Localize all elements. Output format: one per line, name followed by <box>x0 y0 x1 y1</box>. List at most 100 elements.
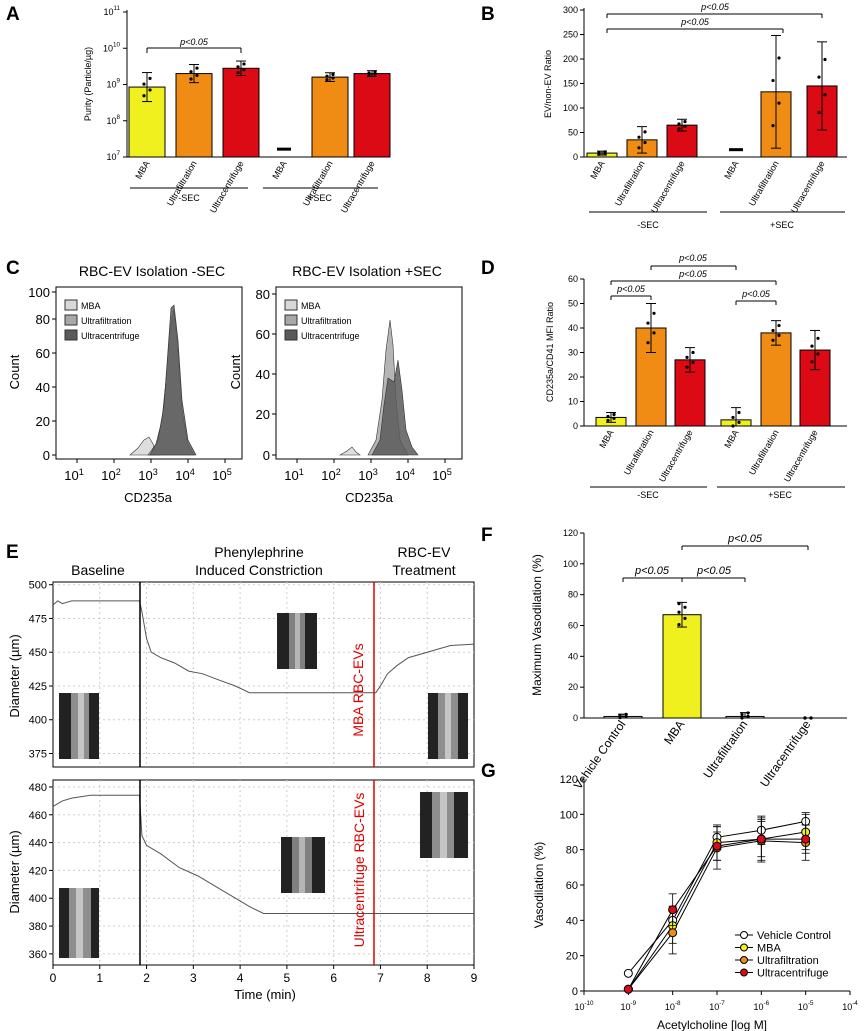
panel-b-group-minus: -SEC <box>637 220 659 230</box>
panel-e-phase-pe-2: Induced Constriction <box>195 562 323 578</box>
panel-e-ylabel-bottom: Diameter (µm) <box>7 830 22 913</box>
pC2-ytick: 60 <box>256 327 270 342</box>
pF-ytick: 60 <box>568 621 578 631</box>
pF-point <box>740 712 744 717</box>
pF-point <box>677 610 681 614</box>
pA-point <box>148 88 152 92</box>
pB-bar-missing <box>729 148 743 152</box>
pB-point <box>643 130 647 134</box>
pG-xtick: 10-9 <box>621 1000 637 1012</box>
pA-bar <box>222 67 260 158</box>
pC1-ytick: 60 <box>36 346 50 361</box>
pD-point <box>771 328 775 333</box>
pE-top-ytick: 450 <box>29 647 47 659</box>
pG-ytick: 120 <box>560 774 578 786</box>
vessel-image-treatment-bottom <box>420 792 468 858</box>
pF-point <box>618 713 622 717</box>
pB-category: Ultrafiltration <box>613 159 647 208</box>
pD-point <box>606 418 610 422</box>
pB-point <box>643 140 647 145</box>
pF-point <box>746 714 750 719</box>
pF-ytick: 120 <box>563 528 578 538</box>
panel-d-sig-2: p<0.05 <box>678 253 708 263</box>
pA-point <box>242 62 246 66</box>
pA-point <box>367 73 371 77</box>
panel-f-sig-2: p<0.05 <box>696 565 732 577</box>
pC1-xtick: 104 <box>175 467 195 483</box>
panel-d-sig-1: p<0.05 <box>616 284 646 294</box>
pG-legend-marker <box>740 931 748 939</box>
pD-point <box>606 414 610 419</box>
pD-category: MBA <box>722 428 740 450</box>
pD-category: Ultracentrifuge <box>657 428 695 484</box>
pG-legend-marker <box>740 968 748 977</box>
pG-ytick: 100 <box>560 809 578 821</box>
pC1-legend-swatch <box>64 314 78 326</box>
pC2-xtick: 103 <box>358 467 378 483</box>
pF-point <box>809 716 813 720</box>
pD-category: MBA <box>597 428 615 450</box>
pF-point <box>677 602 681 606</box>
panel-label-b: B <box>481 4 495 25</box>
pB-point <box>683 124 687 128</box>
pC1-legend-label: Ultrafiltration <box>81 316 132 326</box>
pD-point <box>777 333 781 337</box>
pA-category: Ultracentrifuge <box>208 159 246 215</box>
pB-ytick: 300 <box>563 5 578 15</box>
pA-point <box>242 68 246 72</box>
pC1-legend-label: MBA <box>81 301 101 311</box>
pA-point <box>195 66 199 70</box>
pB-point <box>777 56 781 60</box>
pF-point <box>803 716 807 720</box>
panel-d-ylabel: CD235a/CD41 MFI Ratio <box>545 302 555 402</box>
pC1-xtick: 101 <box>64 467 84 483</box>
pD-point <box>691 360 695 364</box>
vessel-image-constriction-bottom <box>281 837 325 893</box>
pB-point <box>817 75 821 79</box>
pB-ytick: 100 <box>563 103 578 113</box>
pG-point <box>623 984 633 994</box>
pB-ytick: 250 <box>563 30 578 40</box>
pE-bot-ytick: 420 <box>29 865 47 877</box>
pC1-ytick: 40 <box>36 380 50 395</box>
panel-f-sig-1: p<0.05 <box>634 565 670 577</box>
pE-xtick: 6 <box>330 971 337 985</box>
pB-point <box>597 151 601 155</box>
pB-category: MBA <box>588 159 606 181</box>
pE-top-ytick: 500 <box>29 580 47 592</box>
panel-e-phase-ev-1: RBC-EV <box>398 544 452 560</box>
pG-point <box>668 928 678 938</box>
pA-ytick: 107 <box>106 150 120 162</box>
panel-e-marker-mba: MBA RBC-EVs <box>350 643 366 736</box>
pB-ytick: 150 <box>563 79 578 89</box>
pD-ytick: 0 <box>573 421 578 431</box>
panel-b-ylabel: EV/non-EV Ratio <box>543 50 553 118</box>
panel-f-chart: 0 20 40 60 80 100 120 Vehicle Control MBA Ultraf… <box>530 528 847 792</box>
pE-xtick: 0 <box>50 971 57 985</box>
panel-label-c: C <box>6 258 20 279</box>
panel-f-ylabel: Maximum Vasodilation (%) <box>530 554 544 696</box>
pD-point <box>646 321 650 325</box>
pF-ytick: 100 <box>563 559 578 569</box>
pF-point <box>683 605 687 609</box>
pG-xtick: 10-10 <box>574 1000 594 1012</box>
pD-point <box>777 323 781 328</box>
pB-ytick: 50 <box>568 128 578 138</box>
pA-bar-missing <box>277 147 291 151</box>
vessel-image-treatment-top <box>428 693 468 759</box>
pB-category: Ultrafiltration <box>747 159 781 208</box>
pB-point <box>771 124 775 128</box>
panel-g-chart: 0 20 40 60 80 100 120 10-10 10-9 10-8 10-7 10-6 10-… <box>532 774 858 1031</box>
pD-category: Ultrafiltration <box>747 428 781 477</box>
pA-point <box>189 77 193 81</box>
panel-c-left-title: RBC-EV Isolation -SEC <box>79 263 225 279</box>
panel-c-left-ylabel: Count <box>7 354 22 389</box>
pD-point <box>612 416 616 421</box>
pE-top-ytick: 475 <box>29 613 47 625</box>
pG-ytick: 80 <box>566 845 578 857</box>
pD-point <box>816 352 820 356</box>
pA-ytick: 1010 <box>103 41 121 53</box>
pF-category: Ultracentrifuge <box>757 717 813 789</box>
pB-point <box>677 122 681 126</box>
pA-bar <box>353 73 391 158</box>
